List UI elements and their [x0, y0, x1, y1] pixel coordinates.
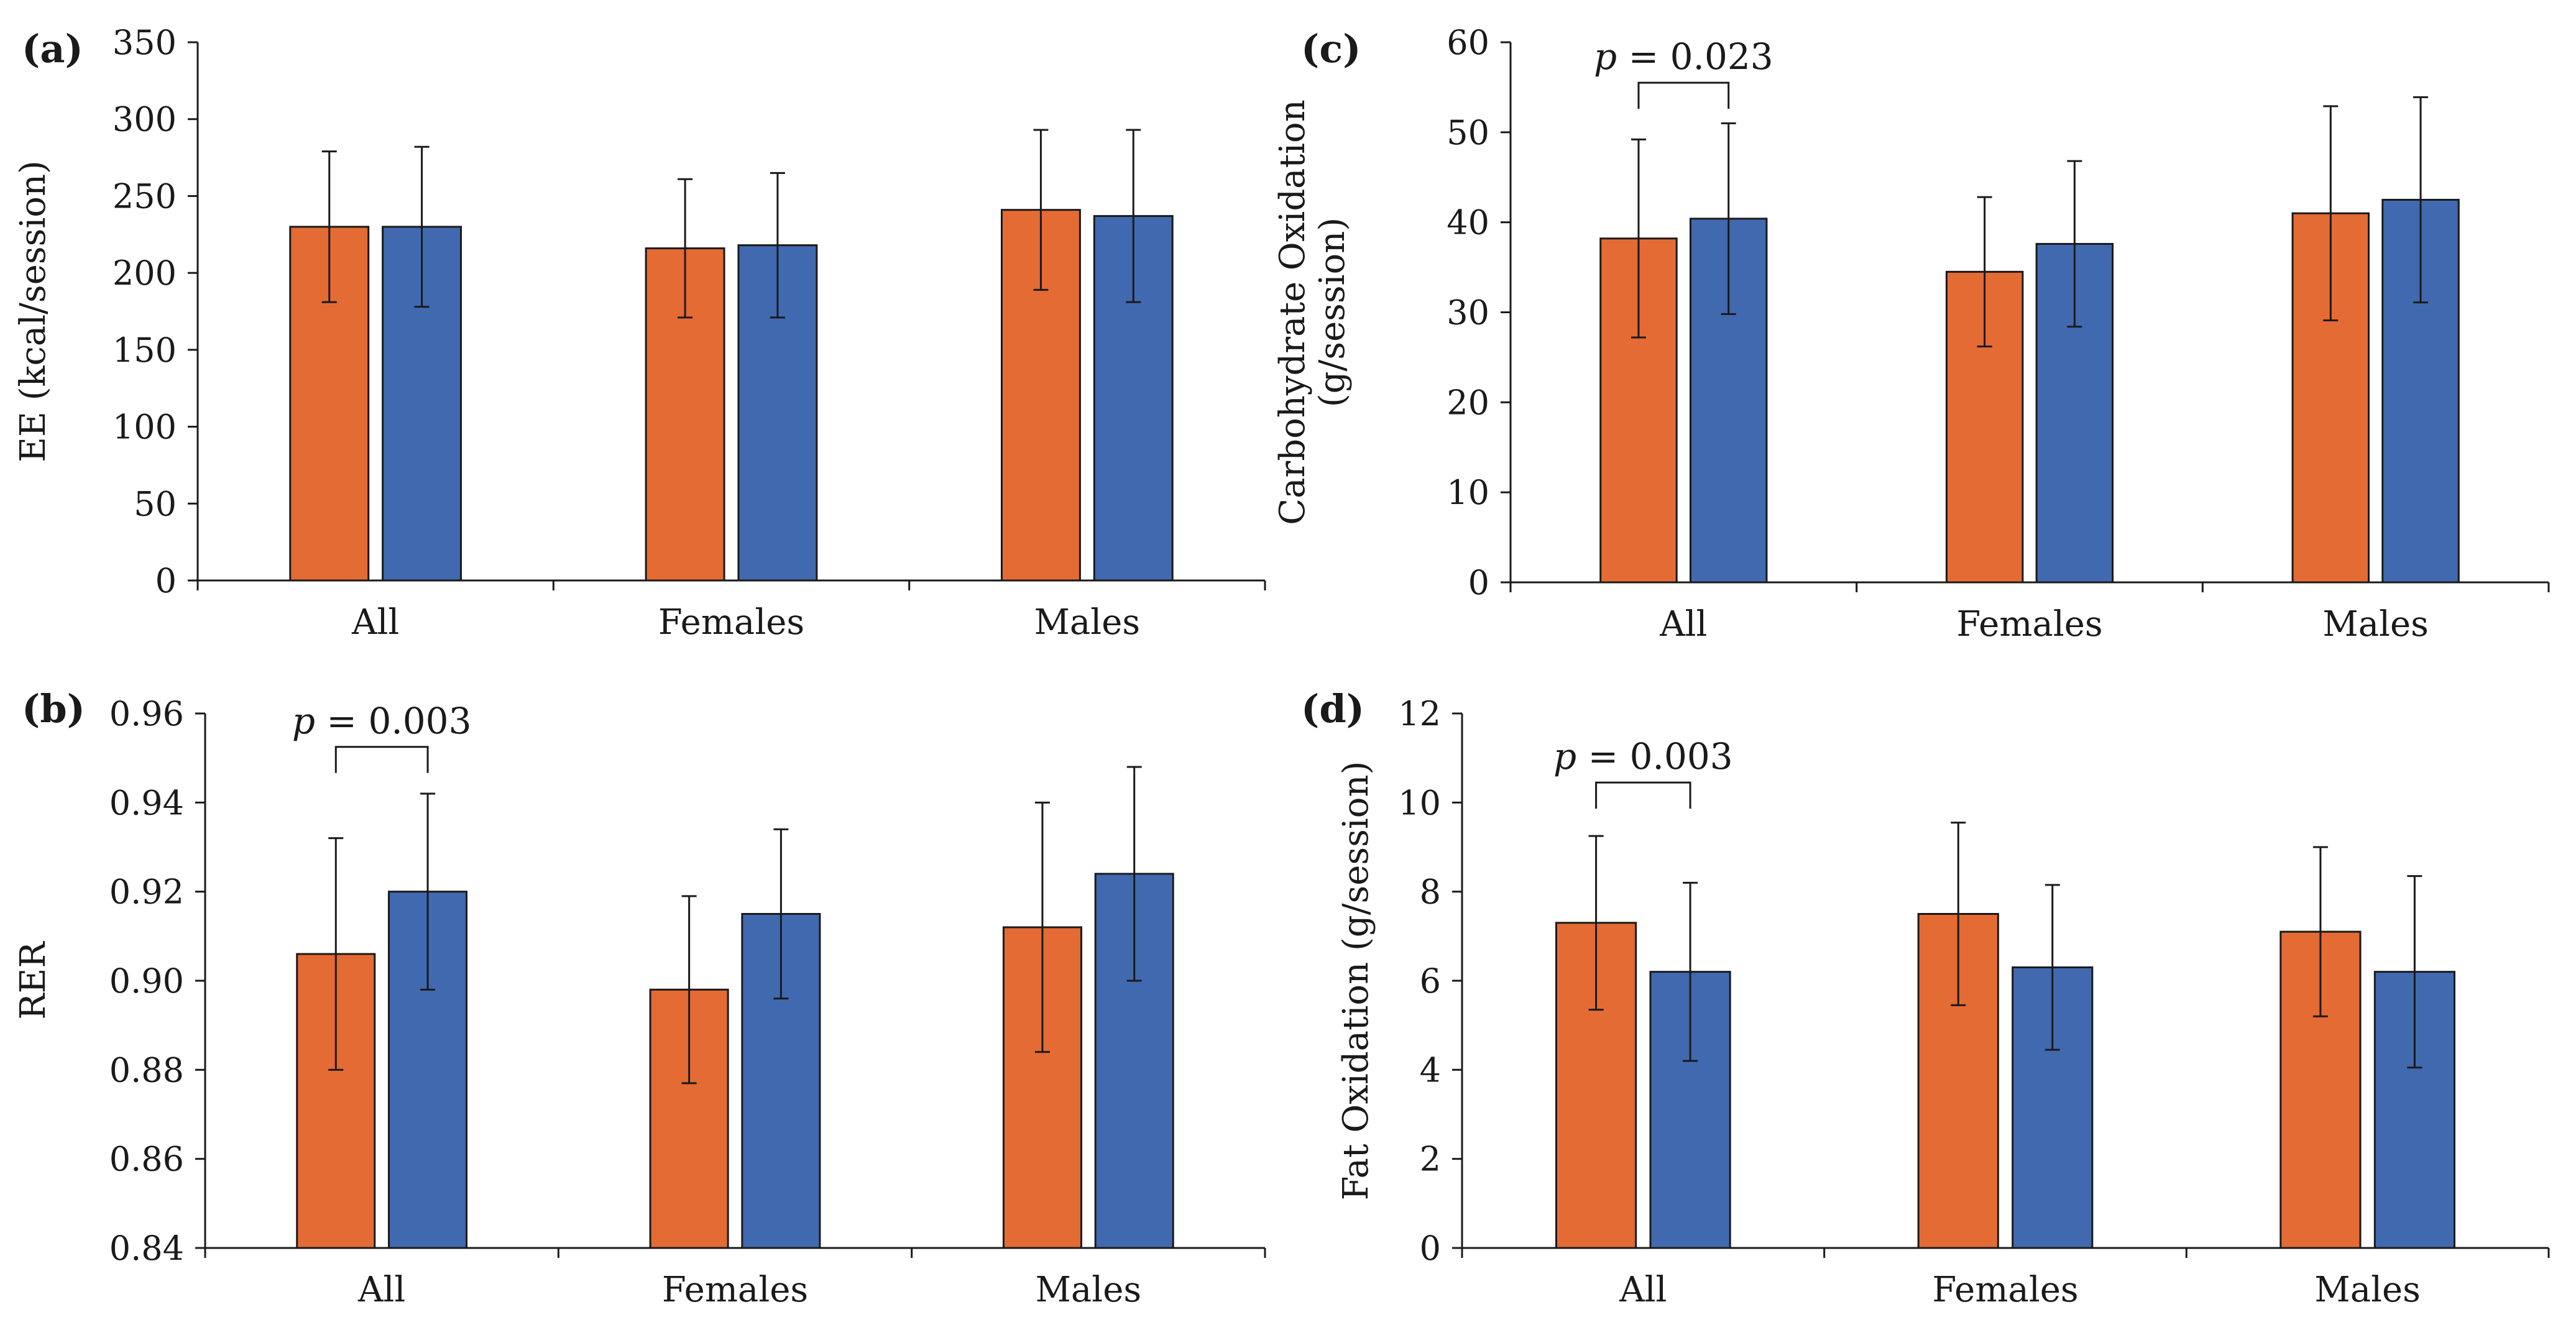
y-tick-label: 0.88: [109, 1050, 184, 1089]
y-tick-label: 8: [1420, 873, 1441, 912]
y-axis-title: Fat Oxidation (g/session): [1336, 761, 1376, 1201]
panel-label: (d): [1301, 686, 1364, 732]
y-tick-label: 10: [1398, 783, 1441, 822]
y-axis-title: EE (kcal/session): [13, 160, 53, 462]
y-tick-label: 0.86: [109, 1140, 184, 1179]
y-axis-title: RER: [13, 941, 53, 1020]
panel-label: (b): [22, 686, 85, 732]
x-category-label: All: [1619, 1270, 1667, 1310]
y-tick-label: 0.92: [109, 873, 184, 912]
x-category-label: All: [351, 602, 399, 643]
p-value-annotation: p = 0.023: [1594, 35, 1773, 78]
panel-d: (d) 0 2 4 6 8 10 12 All Females Males Fat Oxidation…: [1301, 686, 2550, 1310]
y-axis-title: Carbohydrate Oxidation: [1272, 99, 1313, 525]
y-tick-label: 350: [113, 23, 177, 62]
x-category-label: Females: [1932, 1270, 2078, 1310]
p-value-annotation: p = 0.003: [1553, 735, 1733, 777]
y-tick-label: 12: [1398, 694, 1441, 733]
y-tick-label: 6: [1420, 961, 1441, 1001]
bar-males-series-2: [2373, 971, 2456, 1249]
y-tick-label: 200: [113, 254, 177, 293]
y-tick-label: 250: [113, 177, 177, 216]
x-category-label: Males: [1034, 602, 1141, 643]
x-category-label: All: [357, 1270, 405, 1310]
y-tick-label: 50: [134, 484, 177, 523]
y-tick-label: 0.90: [109, 961, 184, 1001]
y-tick-label: 2: [1420, 1140, 1441, 1179]
y-tick-label: 0.96: [109, 694, 184, 733]
y-tick-label: 150: [113, 331, 177, 370]
panel-c: (c) 0 10 20 30 40 50 60 All Females Males Carbohydr…: [1272, 23, 2550, 644]
y-tick-label: 0: [1468, 563, 1489, 602]
significance-bracket: [1595, 781, 1691, 809]
x-category-label: Females: [658, 602, 804, 643]
y-tick-label: 50: [1447, 113, 1489, 152]
y-axis-title: (g/session): [1312, 218, 1353, 407]
y-tick-label: 30: [1447, 293, 1489, 332]
y-tick-label: 0: [1420, 1229, 1441, 1268]
y-tick-label: 0: [155, 561, 177, 600]
y-tick-label: 4: [1420, 1050, 1441, 1089]
y-tick-label: 300: [113, 100, 177, 139]
x-category-label: Females: [662, 1270, 808, 1310]
panel-a: (a) 0 50 100 150 200 250 300 350 All Females Males E…: [13, 23, 1266, 643]
y-tick-label: 40: [1447, 203, 1489, 242]
panel-b: (b) 0.84 0.86 0.88 0.90 0.92 0.94 0.96 All Female…: [13, 686, 1266, 1310]
p-value-annotation: p = 0.003: [292, 700, 472, 742]
y-tick-label: 20: [1447, 383, 1489, 422]
x-category-label: Males: [2322, 604, 2429, 644]
panel-label: (c): [1301, 26, 1361, 71]
x-category-label: Males: [2314, 1270, 2421, 1310]
x-category-label: All: [1659, 604, 1707, 644]
significance-bracket: [1637, 81, 1730, 109]
y-tick-label: 100: [113, 408, 177, 447]
x-category-label: Females: [1956, 604, 2102, 644]
y-tick-label: 0.84: [109, 1229, 184, 1268]
x-category-label: Males: [1036, 1270, 1142, 1310]
y-tick-label: 10: [1447, 473, 1489, 512]
y-tick-label: 0.94: [109, 783, 184, 822]
y-tick-label: 60: [1447, 23, 1489, 62]
significance-bracket: [334, 746, 429, 773]
panel-label: (a): [22, 26, 83, 71]
